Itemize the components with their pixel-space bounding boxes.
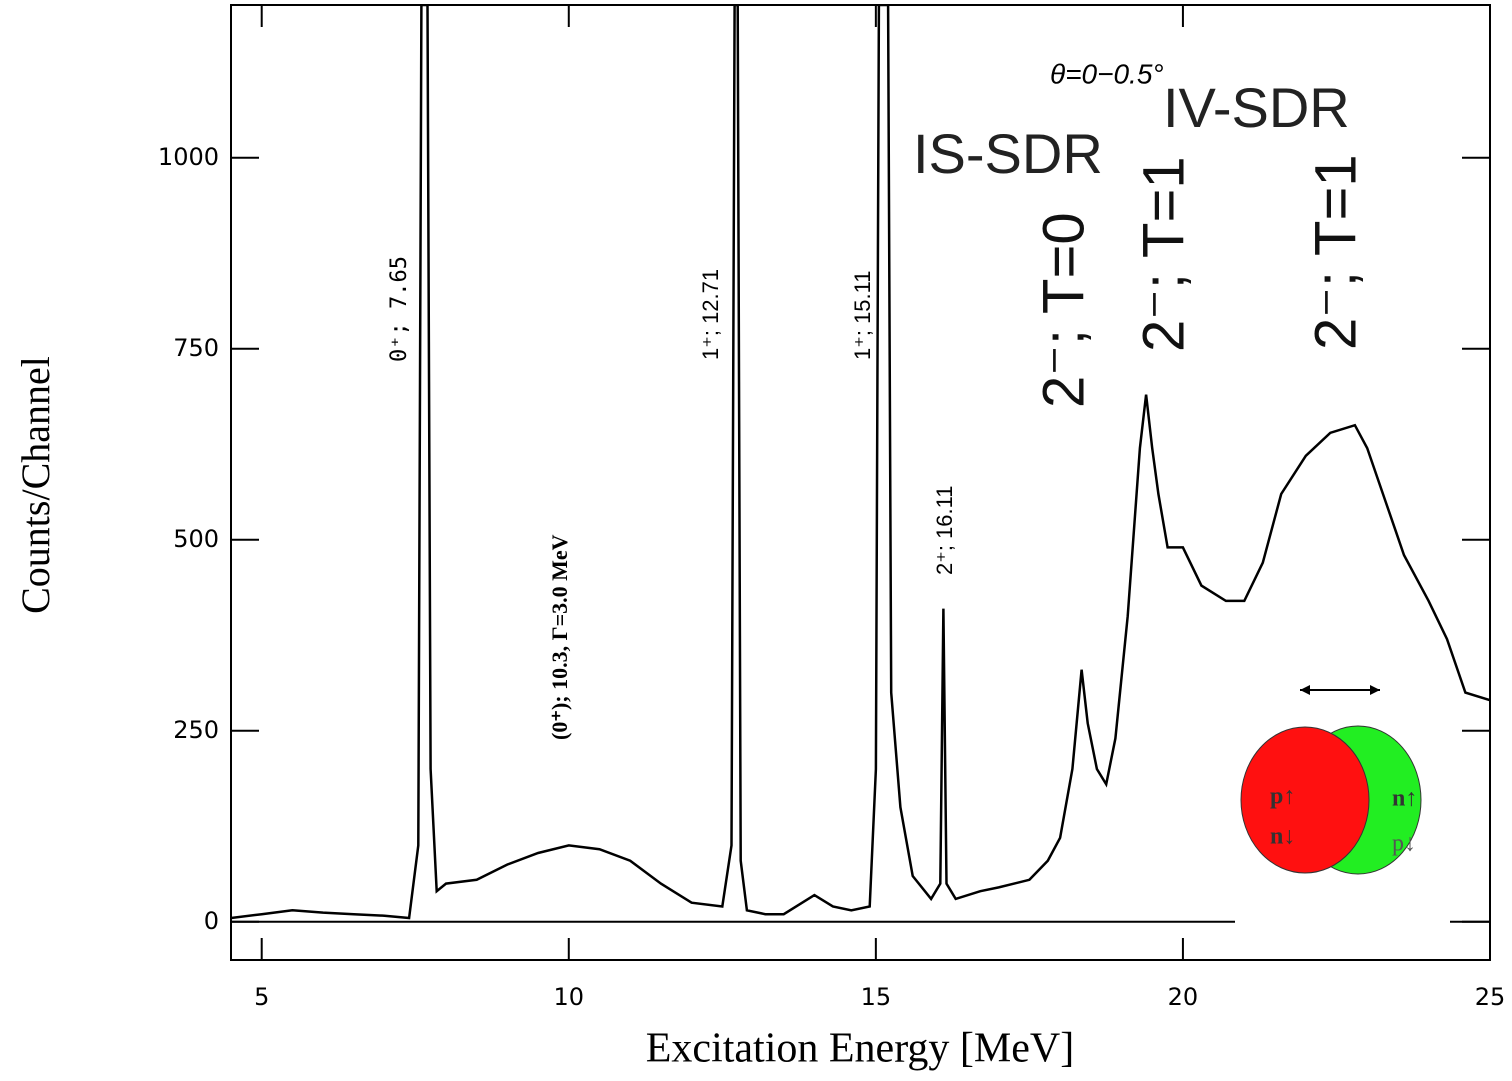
y-tick-label: 250 [173, 716, 219, 744]
y-tick-label: 750 [173, 334, 219, 362]
annotation: θ=0−0.5° [1050, 58, 1164, 89]
spectrum-line [231, 5, 1490, 920]
inset-label: n↓ [1270, 824, 1295, 850]
x-tick-label: 15 [861, 983, 892, 1011]
x-axis-label: Excitation Energy [MeV] [646, 1026, 1074, 1072]
y-axis-label: Counts/Channel [13, 356, 58, 614]
annotation: 2⁻; T=1 [1131, 156, 1196, 352]
annotation: (0⁺); 10.3, Γ=3.0 MeV [547, 534, 572, 740]
y-tick-label: 500 [173, 525, 219, 553]
plot-frame [230, 4, 1491, 961]
annotation: 1⁺; 12.71 [698, 269, 723, 360]
y-tick-label: 1000 [158, 143, 219, 171]
annotation: 2⁺; 16.11 [932, 486, 957, 576]
y-tick-label: 0 [204, 907, 219, 935]
x-tick-label: 5 [254, 983, 269, 1011]
annotation: 2⁻; T=0 [1031, 212, 1096, 408]
annotation: 0⁺; 7.65 [387, 256, 412, 362]
inset-label: p↑ [1270, 784, 1295, 810]
proton-sphere [1240, 726, 1370, 874]
annotation: 1⁺; 15.11 [850, 271, 875, 361]
inset-arrow-heads [1300, 685, 1380, 695]
inset-label: p↓ [1392, 831, 1416, 857]
x-tick-label: 25 [1475, 983, 1506, 1011]
inset-label: n↑ [1392, 786, 1417, 812]
annotation: 2⁻; T=1 [1303, 154, 1368, 350]
x-tick-label: 20 [1168, 983, 1199, 1011]
annotation: IS-SDR [913, 122, 1103, 185]
annotation: IV-SDR [1163, 76, 1350, 139]
x-tick-label: 10 [554, 983, 585, 1011]
